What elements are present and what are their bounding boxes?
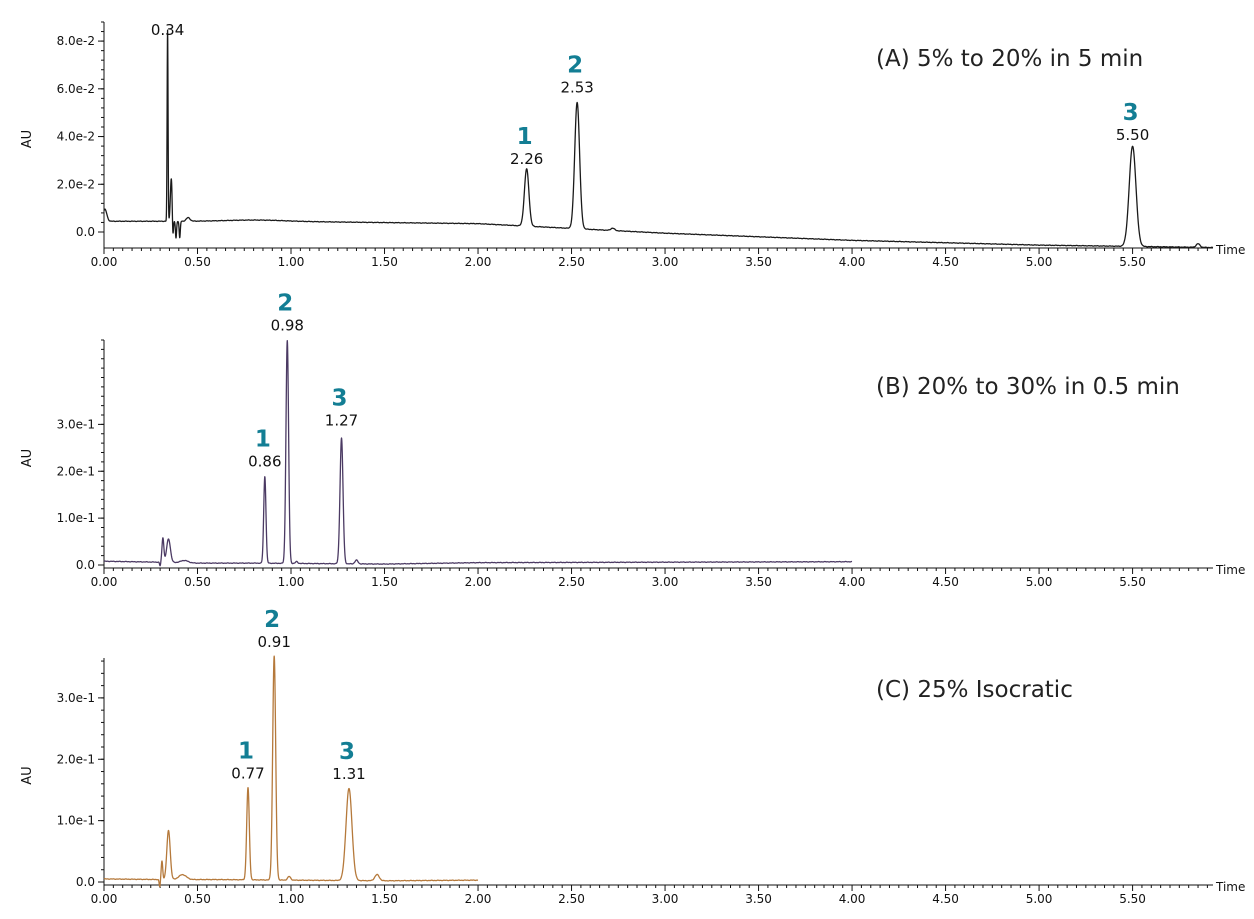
panel-condition-label: (B) 20% to 30% in 0.5 min <box>876 374 1180 400</box>
x-axis-title: Time <box>1215 880 1245 894</box>
y-tick-label: 2.0e-2 <box>57 177 95 191</box>
y-axis-title: AU <box>20 449 35 467</box>
y-tick-label: 2.0e-1 <box>57 752 95 766</box>
y-tick-label: 4.0e-2 <box>57 130 95 144</box>
x-tick-label: 3.00 <box>652 255 679 269</box>
y-tick-label: 0.0 <box>76 875 95 889</box>
y-axis-title: AU <box>20 130 35 148</box>
chromatogram-panel-b: 0.00 0.50 1.00 1.50 2.00 2.50 3.00 3.50 4.00 4.50… <box>20 290 1245 589</box>
x-tick-label: 2.50 <box>558 255 585 269</box>
peak-time-label: 0.77 <box>231 764 264 782</box>
x-tick-label: 5.00 <box>1026 575 1053 589</box>
panel-condition-label: (A) 5% to 20% in 5 min <box>876 46 1143 72</box>
chromatogram-panel-a: 0.00 0.50 1.00 1.50 2.00 2.50 3.00 3.50 4.00 4.50… <box>20 21 1245 269</box>
y-tick-label: 6.0e-2 <box>57 82 95 96</box>
x-tick-label: 1.50 <box>371 892 398 906</box>
x-tick-label: 2.00 <box>465 892 492 906</box>
peak-number-label: 1 <box>255 427 271 453</box>
x-tick-label: 5.50 <box>1119 575 1146 589</box>
x-axis-title: Time <box>1215 563 1245 577</box>
x-tick-label: 1.50 <box>371 575 398 589</box>
y-tick-label: 0.0 <box>76 558 95 572</box>
peak-time-label: 1.27 <box>325 411 358 429</box>
panel-condition-label: (C) 25% Isocratic <box>876 677 1073 703</box>
x-tick-label: 4.00 <box>839 892 866 906</box>
y-tick-label: 1.0e-1 <box>57 814 95 828</box>
x-tick-label: 5.00 <box>1026 255 1053 269</box>
chromatogram-trace <box>103 339 853 567</box>
peak-time-label: 0.34 <box>151 21 184 39</box>
y-tick-label: 2.0e-1 <box>57 464 95 478</box>
chromatogram-trace <box>103 29 1214 249</box>
x-tick-label: 2.50 <box>558 575 585 589</box>
peak-time-label: 5.50 <box>1116 126 1149 144</box>
x-tick-label: 1.50 <box>371 255 398 269</box>
x-tick-label: 2.50 <box>558 892 585 906</box>
peak-time-label: 2.53 <box>560 78 593 96</box>
x-tick-label: 0.50 <box>184 255 211 269</box>
x-tick-label: 2.00 <box>465 575 492 589</box>
x-tick-label: 0.50 <box>184 575 211 589</box>
peak-time-label: 0.86 <box>248 453 281 471</box>
x-tick-label: 1.00 <box>278 255 305 269</box>
x-tick-label: 4.00 <box>839 575 866 589</box>
y-tick-label: 0.0 <box>76 225 95 239</box>
y-tick-label: 1.0e-1 <box>57 511 95 525</box>
peak-number-label: 3 <box>332 385 348 411</box>
peak-number-label: 3 <box>339 739 355 765</box>
peak-time-label: 0.91 <box>257 633 290 651</box>
peak-time-label: 0.98 <box>271 316 304 334</box>
x-tick-label: 5.50 <box>1119 892 1146 906</box>
peak-number-label: 1 <box>517 124 533 150</box>
x-tick-label: 0.00 <box>91 255 118 269</box>
x-tick-label: 3.50 <box>745 575 772 589</box>
y-tick-label: 8.0e-2 <box>57 34 95 48</box>
x-tick-label: 2.00 <box>465 255 492 269</box>
y-tick-label: 3.0e-1 <box>57 417 95 431</box>
y-tick-label: 3.0e-1 <box>57 691 95 705</box>
y-axis-title: AU <box>20 766 35 784</box>
peak-number-label: 2 <box>264 607 280 633</box>
x-tick-label: 4.50 <box>932 255 959 269</box>
x-tick-label: 3.00 <box>652 575 679 589</box>
x-tick-label: 5.50 <box>1119 255 1146 269</box>
x-tick-label: 3.50 <box>745 892 772 906</box>
peak-number-label: 2 <box>277 290 293 316</box>
x-tick-label: 5.00 <box>1026 892 1053 906</box>
x-tick-label: 0.00 <box>91 892 118 906</box>
x-tick-label: 3.50 <box>745 255 772 269</box>
x-tick-label: 3.00 <box>652 892 679 906</box>
peak-time-label: 2.26 <box>510 150 543 168</box>
peak-number-label: 3 <box>1123 100 1139 126</box>
peak-time-label: 1.31 <box>332 765 365 783</box>
x-tick-label: 4.50 <box>932 892 959 906</box>
peak-number-label: 2 <box>567 52 583 78</box>
peak-number-label: 1 <box>238 738 254 764</box>
x-tick-label: 1.00 <box>278 575 305 589</box>
x-tick-label: 0.50 <box>184 892 211 906</box>
x-tick-label: 4.00 <box>839 255 866 269</box>
x-tick-label: 0.00 <box>91 575 118 589</box>
chromatogram-trace <box>103 655 479 888</box>
x-tick-label: 4.50 <box>932 575 959 589</box>
x-axis-title: Time <box>1215 243 1245 257</box>
x-tick-label: 1.00 <box>278 892 305 906</box>
chromatogram-panel-c: 0.00 0.50 1.00 1.50 2.00 2.50 3.00 3.50 4.00 4.50… <box>20 607 1245 906</box>
